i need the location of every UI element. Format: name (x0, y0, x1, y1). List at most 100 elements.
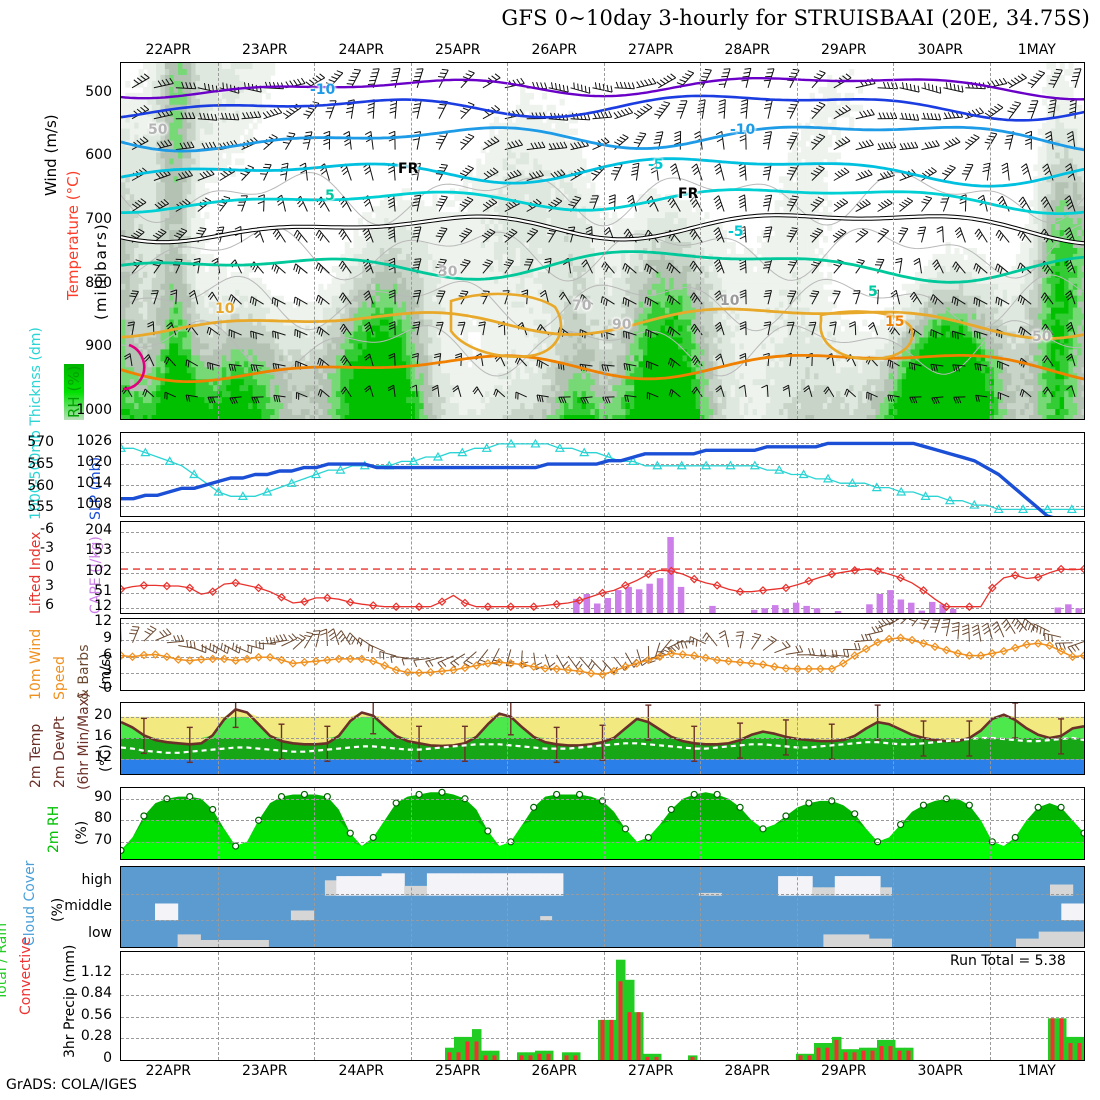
cloud-cover-panel[interactable] (120, 866, 1085, 948)
gridline-horizontal (121, 443, 1084, 445)
gridline-horizontal (121, 798, 1084, 800)
y-tick: 12 (94, 613, 112, 630)
gridline-horizontal (121, 464, 1084, 466)
gridline-vertical (700, 952, 701, 1060)
date-tick-24apr: 24APR (338, 1063, 385, 1079)
gridline-vertical (603, 522, 605, 613)
lifted-index-cape-panel[interactable] (120, 521, 1085, 614)
upper-air-cross-section-panel[interactable] (120, 62, 1085, 420)
date-tick-22apr: 22APR (145, 1063, 192, 1079)
gridline-vertical (603, 703, 605, 774)
gridline-vertical (603, 619, 605, 690)
temp-2m-panel[interactable] (120, 702, 1085, 775)
date-tick-29apr: 29APR (820, 42, 867, 58)
gridline-vertical (314, 788, 315, 859)
gridline-vertical (796, 703, 798, 774)
y-tick: 0.28 (80, 1028, 112, 1045)
gridline-vertical (314, 63, 315, 419)
y-tick: -6 (40, 521, 54, 538)
wind-10m-graphics (121, 619, 1084, 679)
contour-label: 90 (612, 317, 632, 333)
gridline-vertical (700, 522, 701, 613)
gridline-vertical (410, 788, 412, 859)
gridline-vertical (217, 703, 219, 774)
contour-label: 50 (1032, 329, 1052, 345)
gridline-vertical (603, 952, 605, 1060)
y-tick: 600 (85, 147, 112, 164)
gridline-vertical (314, 952, 315, 1060)
gridline-horizontal (121, 920, 1084, 922)
y-tick: 800 (85, 274, 112, 291)
gridline-vertical (893, 522, 894, 613)
gridline-vertical (700, 788, 701, 859)
date-tick-27apr: 27APR (627, 42, 674, 58)
gridline-vertical (989, 433, 991, 516)
contour-label: 30 (438, 264, 458, 280)
gridline-vertical (314, 703, 315, 774)
upper-y-axis-label: (millibars) (92, 222, 110, 320)
gridline-horizontal (121, 716, 1084, 718)
gridline-vertical (603, 788, 605, 859)
y-tick: 0 (103, 680, 112, 696)
y-tick: 0 (103, 1050, 112, 1066)
gridline-vertical (796, 952, 798, 1060)
contour-label: 10 (215, 301, 235, 317)
date-tick-1may: 1MAY (1017, 42, 1056, 58)
date-tick-29apr: 29APR (820, 1063, 867, 1079)
wind-10m-panel[interactable] (120, 618, 1085, 691)
y-tick: 1008 (76, 495, 112, 512)
y-tick: 500 (85, 83, 112, 100)
gridline-vertical (603, 63, 605, 419)
y-tick: 1.12 (80, 963, 112, 980)
date-tick-22apr: 22APR (145, 42, 192, 58)
credit-label: GrADS: COLA/IGES (6, 1077, 137, 1093)
gridline-vertical (989, 63, 991, 419)
y-tick: 0.56 (80, 1006, 112, 1023)
y-tick: 0.84 (80, 985, 112, 1002)
gridline-horizontal (121, 532, 1084, 534)
y-tick: middle (64, 898, 112, 915)
y-tick: 560 (27, 477, 54, 494)
precip-panel[interactable] (120, 951, 1085, 1061)
date-tick-25apr: 25APR (434, 1063, 481, 1079)
y-tick: 1020 (76, 454, 112, 471)
gridline-vertical (700, 703, 701, 774)
gridline-horizontal (121, 484, 1084, 486)
gridline-vertical (700, 63, 701, 419)
contour-label: 5 (325, 188, 335, 204)
page-title: GFS 0~10day 3-hourly for STRUISBAAI (20E… (501, 6, 1090, 30)
y-tick: 12 (94, 598, 112, 615)
gridline-horizontal (121, 995, 1084, 997)
gridline-vertical (893, 867, 894, 947)
gridline-horizontal (121, 973, 1084, 975)
gridline-vertical (410, 63, 412, 419)
y-tick: 204 (85, 522, 112, 539)
y-tick: 102 (85, 562, 112, 579)
gridline-vertical (217, 952, 219, 1060)
gridline-horizontal (121, 820, 1084, 822)
gridline-vertical (217, 63, 219, 419)
gridline-horizontal (121, 572, 1084, 574)
gridline-horizontal (121, 552, 1084, 554)
rh-2m-panel[interactable] (120, 787, 1085, 860)
date-tick-1may: 1MAY (1017, 1063, 1056, 1079)
y-tick: 1014 (76, 474, 112, 491)
gridline-vertical (410, 433, 412, 516)
gridline-horizontal (121, 656, 1084, 658)
gridline-vertical (700, 619, 701, 690)
contour-label: -5 (728, 224, 744, 240)
gridline-vertical (989, 788, 991, 859)
y-tick: 70 (94, 831, 112, 848)
precip-total-rain-label: Total / Rain (0, 922, 10, 1000)
contour-label: 70 (572, 298, 592, 314)
gridline-vertical (217, 433, 219, 516)
gridline-horizontal (121, 1016, 1084, 1018)
upper-panel-graphics (121, 63, 1084, 419)
gridline-horizontal (121, 893, 1084, 895)
slp-thickness-panel[interactable] (120, 432, 1085, 517)
y-tick: 565 (27, 455, 54, 472)
y-tick: 0 (45, 559, 54, 576)
gridline-vertical (796, 63, 798, 419)
gridline-vertical (989, 952, 991, 1060)
gridline-vertical (796, 619, 798, 690)
